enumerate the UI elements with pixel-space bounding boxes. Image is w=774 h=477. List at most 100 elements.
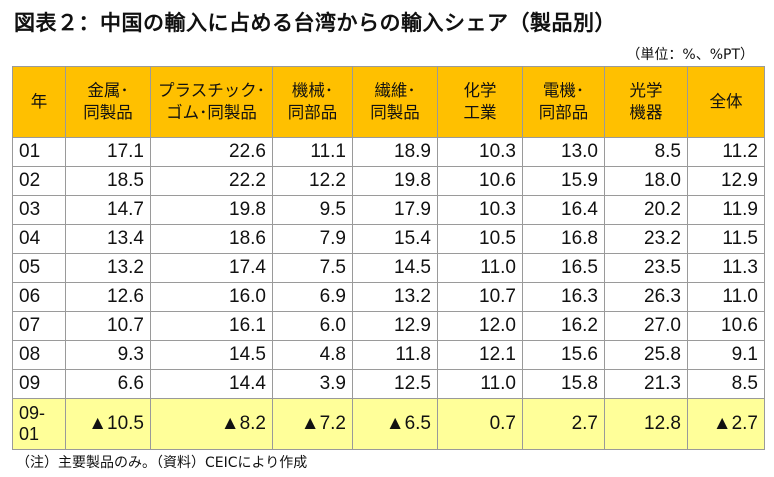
value-cell: 9.3 xyxy=(65,340,151,370)
value-cell: 23.2 xyxy=(604,224,688,254)
table-row: 08 9.3 14.5 4.8 11.8 12.1 15.6 25.8 9.1 xyxy=(12,340,765,370)
value-cell: 19.8 xyxy=(352,166,438,196)
value-cell: 16.2 xyxy=(522,311,605,341)
value-cell: 18.6 xyxy=(150,224,273,254)
value-cell: 11.0 xyxy=(437,369,523,399)
value-cell: 11.1 xyxy=(272,137,353,167)
value-cell: 9.1 xyxy=(687,340,765,370)
header-machinery: 機械･ 同部品 xyxy=(272,66,353,138)
value-cell: 16.5 xyxy=(522,253,605,283)
value-cell: 16.1 xyxy=(150,311,273,341)
value-cell: 12.9 xyxy=(352,311,438,341)
table-row: 06 12.6 16.0 6.9 13.2 10.7 16.3 26.3 11.… xyxy=(12,282,765,312)
value-cell: 12.2 xyxy=(272,166,353,196)
value-cell: 7.5 xyxy=(272,253,353,283)
header-plastic-rubber: プラスチック･ ゴム･同製品 xyxy=(150,66,273,138)
value-cell: 13.0 xyxy=(522,137,605,167)
value-cell: 13.4 xyxy=(65,224,151,254)
change-value-cell: ▲10.5 xyxy=(65,398,151,450)
value-cell: 12.0 xyxy=(437,311,523,341)
value-cell: 15.4 xyxy=(352,224,438,254)
import-share-table: 年 金属･ 同製品 プラスチック･ ゴム･同製品 機械･ 同部品 繊維･ 同製品 化学工… xyxy=(12,66,765,450)
value-cell: 14.5 xyxy=(150,340,273,370)
value-cell: 26.3 xyxy=(604,282,688,312)
value-cell: 7.9 xyxy=(272,224,353,254)
value-cell: 11.0 xyxy=(437,253,523,283)
header-chemical: 化学 工業 xyxy=(437,66,523,138)
value-cell: 4.8 xyxy=(272,340,353,370)
value-cell: 10.7 xyxy=(437,282,523,312)
source-note: （注）主要製品のみ。（資料）CEICにより作成 xyxy=(16,455,308,471)
header-metal: 金属･ 同製品 xyxy=(65,66,151,138)
value-cell: 10.6 xyxy=(437,166,523,196)
table-row: 09 6.6 14.4 3.9 12.5 11.0 15.8 21.3 8.5 xyxy=(12,369,765,399)
table-header-row: 年 金属･ 同製品 プラスチック･ ゴム･同製品 機械･ 同部品 繊維･ 同製品 化学工… xyxy=(12,66,765,138)
value-cell: 11.5 xyxy=(687,224,765,254)
value-cell: 10.7 xyxy=(65,311,151,341)
value-cell: 27.0 xyxy=(604,311,688,341)
value-cell: 8.5 xyxy=(687,369,765,399)
year-cell: 02 xyxy=(12,166,66,196)
header-electrical: 電機･ 同部品 xyxy=(522,66,605,138)
value-cell: 10.6 xyxy=(687,311,765,341)
value-cell: 17.1 xyxy=(65,137,151,167)
change-value-cell: 12.8 xyxy=(604,398,688,450)
value-cell: 15.6 xyxy=(522,340,605,370)
value-cell: 16.3 xyxy=(522,282,605,312)
header-optical: 光学 機器 xyxy=(604,66,688,138)
value-cell: 10.3 xyxy=(437,195,523,225)
value-cell: 21.3 xyxy=(604,369,688,399)
value-cell: 12.6 xyxy=(65,282,151,312)
value-cell: 18.9 xyxy=(352,137,438,167)
value-cell: 12.1 xyxy=(437,340,523,370)
year-cell: 09 xyxy=(12,369,66,399)
value-cell: 20.2 xyxy=(604,195,688,225)
value-cell: 11.0 xyxy=(687,282,765,312)
value-cell: 12.9 xyxy=(687,166,765,196)
value-cell: 23.5 xyxy=(604,253,688,283)
value-cell: 18.0 xyxy=(604,166,688,196)
value-cell: 22.6 xyxy=(150,137,273,167)
year-cell: 06 xyxy=(12,282,66,312)
table-row: 04 13.4 18.6 7.9 15.4 10.5 16.8 23.2 11.… xyxy=(12,224,765,254)
value-cell: 12.5 xyxy=(352,369,438,399)
header-year: 年 xyxy=(12,66,66,138)
value-cell: 6.9 xyxy=(272,282,353,312)
change-value-cell: ▲2.7 xyxy=(687,398,765,450)
value-cell: 14.5 xyxy=(352,253,438,283)
value-cell: 14.4 xyxy=(150,369,273,399)
value-cell: 17.9 xyxy=(352,195,438,225)
change-value-cell: ▲7.2 xyxy=(272,398,353,450)
change-row: 09- 01 ▲10.5 ▲8.2 ▲7.2 ▲6.5 0.7 2.7 12.8 … xyxy=(12,398,765,450)
value-cell: 11.9 xyxy=(687,195,765,225)
year-cell: 08 xyxy=(12,340,66,370)
year-cell: 07 xyxy=(12,311,66,341)
value-cell: 6.0 xyxy=(272,311,353,341)
year-cell: 03 xyxy=(12,195,66,225)
value-cell: 25.8 xyxy=(604,340,688,370)
value-cell: 15.9 xyxy=(522,166,605,196)
value-cell: 13.2 xyxy=(352,282,438,312)
value-cell: 16.4 xyxy=(522,195,605,225)
value-cell: 10.5 xyxy=(437,224,523,254)
value-cell: 11.8 xyxy=(352,340,438,370)
header-total: 全体 xyxy=(687,66,765,138)
change-value-cell: ▲6.5 xyxy=(352,398,438,450)
table-row: 07 10.7 16.1 6.0 12.9 12.0 16.2 27.0 10.… xyxy=(12,311,765,341)
value-cell: 16.8 xyxy=(522,224,605,254)
value-cell: 22.2 xyxy=(150,166,273,196)
change-period-cell: 09- 01 xyxy=(12,398,66,450)
value-cell: 3.9 xyxy=(272,369,353,399)
year-cell: 01 xyxy=(12,137,66,167)
figure-title: 図表２：中国の輸入に占める台湾からの輸入シェア（製品別） xyxy=(14,11,616,35)
header-textile: 繊維･ 同製品 xyxy=(352,66,438,138)
value-cell: 6.6 xyxy=(65,369,151,399)
value-cell: 11.3 xyxy=(687,253,765,283)
value-cell: 18.5 xyxy=(65,166,151,196)
table-row: 05 13.2 17.4 7.5 14.5 11.0 16.5 23.5 11.… xyxy=(12,253,765,283)
value-cell: 14.7 xyxy=(65,195,151,225)
table-row: 02 18.5 22.2 12.2 19.8 10.6 15.9 18.0 12… xyxy=(12,166,765,196)
value-cell: 9.5 xyxy=(272,195,353,225)
table-row: 03 14.7 19.8 9.5 17.9 10.3 16.4 20.2 11.… xyxy=(12,195,765,225)
value-cell: 17.4 xyxy=(150,253,273,283)
